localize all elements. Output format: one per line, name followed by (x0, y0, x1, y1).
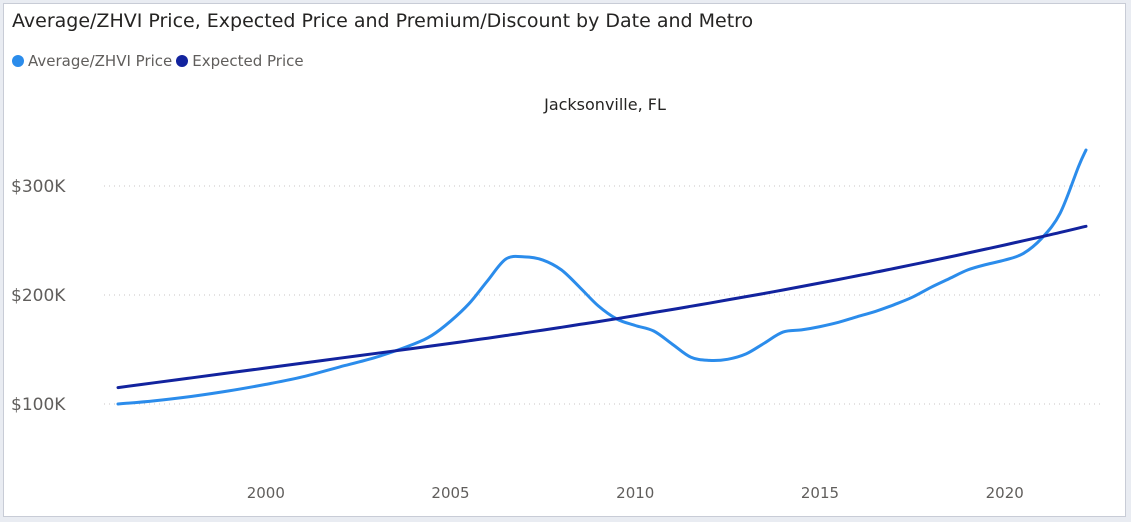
legend-dot-icon (176, 55, 189, 67)
y-axis: $100K $200K $300K (11, 177, 66, 415)
y-tick-label: $300K (11, 177, 66, 197)
legend: Average/ZHVI Price Expected Price (12, 52, 308, 70)
series-lines (116, 148, 1088, 406)
x-tick-label: 2010 (616, 484, 654, 502)
gridlines (104, 185, 1100, 405)
x-tick-label: 2020 (986, 484, 1024, 502)
x-tick-label: 2000 (247, 484, 285, 502)
x-tick-label: 2005 (431, 484, 469, 502)
panel-title: Jacksonville, FL (543, 95, 666, 114)
y-tick-label: $200K (11, 286, 66, 306)
legend-item-expected-price[interactable]: Expected Price (176, 52, 304, 70)
legend-dot-icon (12, 55, 24, 67)
legend-label: Average/ZHVI Price (28, 52, 173, 70)
series-line-average-zhvi[interactable] (116, 148, 1088, 406)
legend-item-average-zhvi[interactable]: Average/ZHVI Price (12, 52, 172, 70)
legend-label: Expected Price (192, 52, 304, 70)
y-tick-label: $100K (11, 395, 66, 415)
x-tick-label: 2015 (801, 484, 839, 502)
chart-title: Average/ZHVI Price, Expected Price and P… (12, 10, 754, 32)
x-axis: 2000 2005 2010 2015 2020 (247, 484, 1024, 502)
series-line-expected-price[interactable] (116, 224, 1088, 390)
